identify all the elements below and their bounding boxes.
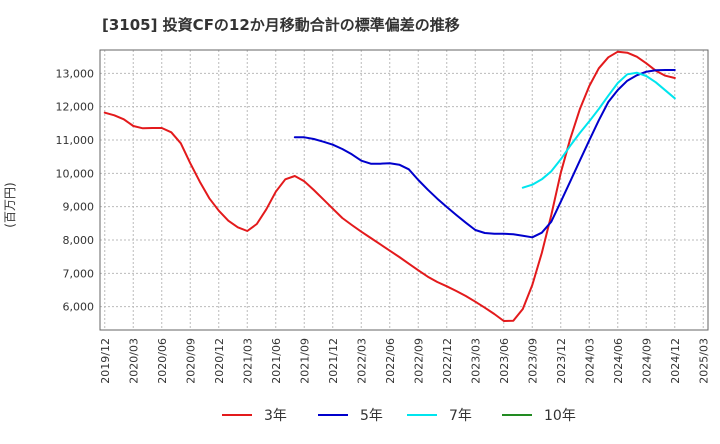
x-tick-label: 2021/06 [270,338,283,384]
legend-label-5年: 5年 [360,408,383,424]
series-layer [103,50,676,322]
y-tick-label: 6,000 [63,301,95,314]
x-axis-ticks: 2019/12 2020/03 2020/06 2020/09 2020/12 2021/… [99,338,711,384]
x-tick-label: 2022/03 [355,338,368,384]
plot-frame [99,49,709,331]
series-line-5年 [293,69,676,239]
series-line-3年 [103,50,676,322]
x-tick-label: 2021/03 [241,338,254,384]
y-axis-ticks: 6,000 7,000 8,000 9,000 10,000 11,000 12,000 13… [56,67,95,313]
y-axis-label: (百万円) [3,182,17,227]
x-tick-label: 2024/06 [612,338,625,384]
legend-label-7年: 7年 [449,408,472,424]
x-tick-label: 2020/12 [213,338,226,384]
grid-layer [100,50,708,330]
x-tick-label: 2024/12 [669,338,682,384]
legend-label-3年: 3年 [264,408,287,424]
y-tick-label: 12,000 [56,101,95,114]
legend-label-10年: 10年 [544,408,576,424]
x-tick-label: 2023/06 [498,338,511,384]
x-tick-label: 2022/09 [412,338,425,384]
x-tick-label: 2019/12 [99,338,112,384]
y-tick-label: 8,000 [63,234,95,247]
chart-title: [3105] 投資CFの12か月移動合計の標準偏差の推移 [102,16,460,34]
legend: 3年 5年 7年 10年 [222,408,576,424]
x-tick-label: 2022/06 [384,338,397,384]
x-tick-label: 2021/12 [327,338,340,384]
y-tick-label: 13,000 [56,67,95,80]
x-tick-label: 2023/09 [526,338,539,384]
x-tick-label: 2022/12 [441,338,454,384]
x-tick-label: 2024/09 [640,338,653,384]
y-tick-label: 11,000 [56,134,95,147]
x-tick-label: 2020/03 [127,338,140,384]
y-tick-label: 9,000 [63,201,95,214]
series-line-7年 [521,71,676,189]
x-tick-label: 2023/12 [555,338,568,384]
x-tick-label: 2021/09 [298,338,311,384]
x-tick-label: 2020/09 [184,338,197,384]
y-tick-label: 10,000 [56,167,95,180]
x-tick-label: 2020/06 [156,338,169,384]
y-tick-label: 7,000 [63,267,95,280]
x-tick-label: 2024/03 [583,338,596,384]
x-tick-label: 2023/03 [469,338,482,384]
x-tick-label: 2025/03 [697,338,710,384]
